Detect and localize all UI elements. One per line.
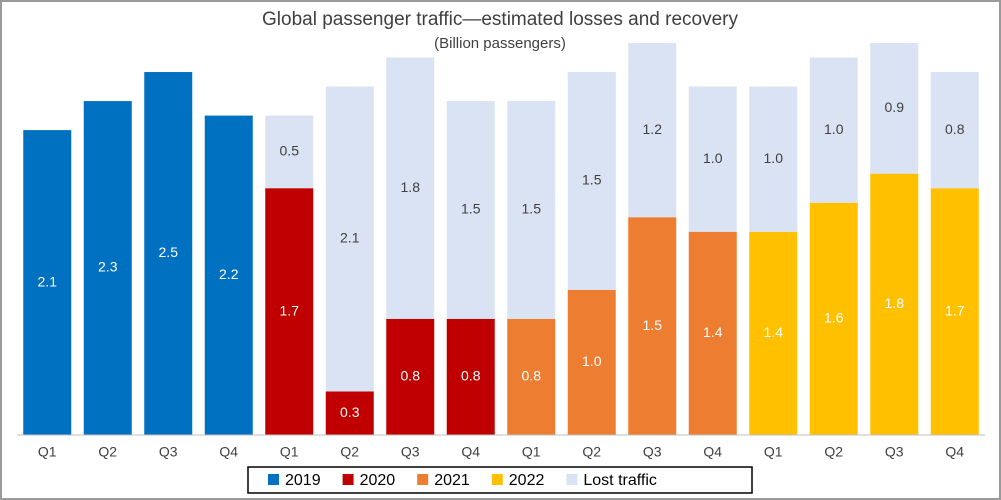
data-label: 1.8: [885, 295, 905, 311]
data-label: 2.2: [219, 266, 239, 282]
bar-segment: [83, 101, 132, 436]
bar-segment: [567, 72, 616, 290]
data-label: 1.5: [582, 172, 602, 188]
bar-segment: [870, 173, 919, 435]
bar-segment: [567, 289, 616, 435]
x-tick-label: Q3: [885, 444, 904, 460]
data-label: 0.8: [401, 368, 421, 384]
x-tick-label: Q4: [461, 444, 480, 460]
x-tick-label: Q1: [764, 444, 783, 460]
data-label: 1.0: [824, 121, 844, 137]
legend-swatch: [342, 474, 354, 485]
chart-title: Global passenger traffic—estimated losse…: [262, 9, 738, 30]
x-tick-label: Q4: [219, 444, 238, 460]
bar-segment: [628, 217, 677, 435]
chart-subtitle: (Billion passengers): [434, 35, 566, 52]
bar-segment: [870, 43, 919, 174]
bar-segment: [446, 318, 495, 435]
bar-segment: [688, 86, 737, 232]
bar-segment: [23, 130, 72, 435]
bar-segment: [507, 101, 556, 319]
bar-segment: [325, 86, 374, 392]
x-tick-label: Q2: [824, 444, 843, 460]
bar-segment: [265, 188, 314, 435]
bar-segment: [144, 72, 193, 435]
data-label: 0.5: [280, 143, 300, 159]
data-label: 1.0: [582, 353, 602, 369]
bar-segment: [809, 57, 858, 203]
data-label: 1.8: [401, 179, 421, 195]
data-label: 1.5: [461, 201, 481, 217]
bar-segment: [386, 57, 435, 319]
data-label: 1.7: [280, 302, 300, 318]
x-tick-label: Q4: [945, 444, 964, 460]
data-label: 1.4: [703, 324, 723, 340]
bar-segment: [386, 318, 435, 435]
data-label: 2.5: [159, 244, 179, 260]
data-label: 2.1: [340, 230, 360, 246]
bar-segment: [325, 391, 374, 435]
x-tick-label: Q2: [98, 444, 117, 460]
data-label: 1.5: [522, 201, 542, 217]
bar-segment: [749, 86, 798, 232]
x-tick-label: Q2: [582, 444, 601, 460]
legend-label: 2020: [360, 472, 396, 489]
data-label: 0.8: [522, 368, 542, 384]
legend-label: 2019: [285, 472, 321, 489]
x-tick-label: Q3: [159, 444, 178, 460]
legend-label: Lost traffic: [583, 472, 657, 489]
data-label: 1.4: [764, 324, 784, 340]
data-label: 0.9: [885, 99, 905, 115]
bar-segment: [204, 115, 253, 435]
bar-segment: [930, 72, 979, 189]
data-label: 1.2: [643, 121, 663, 137]
legend-label: 2021: [434, 472, 470, 489]
data-label: 1.6: [824, 310, 844, 326]
legend-swatch: [491, 474, 503, 485]
bar-segment: [446, 101, 495, 319]
legend-swatch: [417, 474, 429, 485]
legend-label: 2022: [509, 472, 545, 489]
bar-segment: [930, 188, 979, 435]
x-tick-label: Q1: [280, 444, 299, 460]
data-label: 1.0: [703, 150, 723, 166]
x-tick-label: Q3: [643, 444, 662, 460]
bar-segment: [749, 231, 798, 435]
data-label: 1.0: [764, 150, 784, 166]
data-label: 0.3: [340, 404, 360, 420]
x-tick-label: Q2: [340, 444, 359, 460]
bar-segment: [628, 43, 677, 218]
data-label: 0.8: [461, 368, 481, 384]
data-label: 2.1: [38, 273, 58, 289]
bar-segment: [688, 231, 737, 435]
bar-segment: [265, 115, 314, 189]
x-tick-label: Q3: [401, 444, 420, 460]
data-label: 1.7: [945, 302, 965, 318]
x-tick-label: Q1: [522, 444, 541, 460]
legend-swatch: [268, 474, 279, 485]
data-label: 2.3: [98, 259, 118, 275]
bar-segment: [809, 202, 858, 435]
data-label: 1.5: [643, 317, 663, 333]
x-tick-label: Q1: [38, 444, 57, 460]
x-tick-label: Q4: [703, 444, 722, 460]
data-label: 0.8: [945, 121, 965, 137]
bar-segment: [507, 318, 556, 435]
legend-swatch: [566, 474, 578, 485]
